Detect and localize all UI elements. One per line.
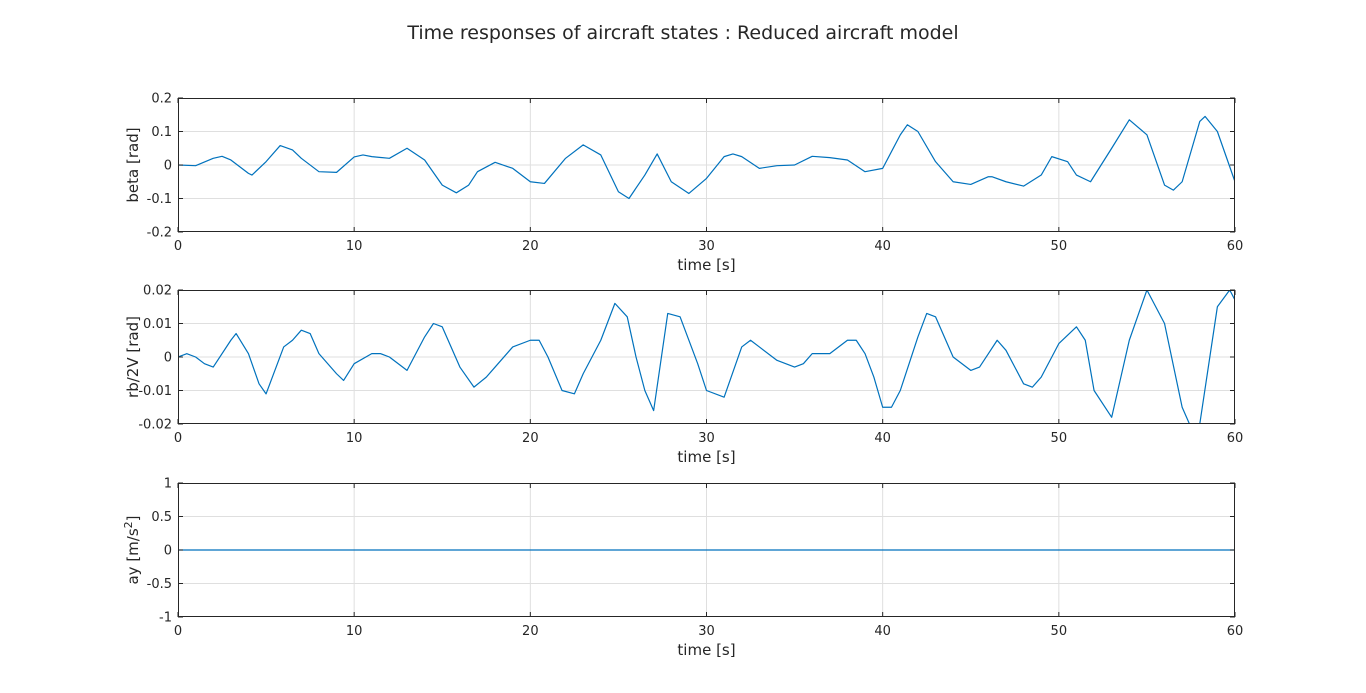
subplot-2: 0 10 20 30 40 50 60 -0.02 -0.01 0 0.01 0.02 time [s]… [124, 284, 1243, 467]
series-line-1 [178, 115, 1235, 200]
x-tick-label: 0 [174, 431, 182, 446]
y-tick-label: 0 [164, 159, 172, 174]
y-tick-label: -0.01 [138, 384, 172, 399]
y-tick-label: -0.02 [138, 418, 172, 433]
x-tick-label: 40 [874, 624, 891, 639]
y-tick-label: -0.1 [147, 192, 172, 207]
x-axis-label: time [s] [677, 448, 735, 466]
y-tick-label: 0.2 [151, 92, 172, 107]
y-tick-label: -0.2 [147, 226, 172, 241]
x-tick-label: 10 [346, 624, 363, 639]
x-tick-label: 50 [1051, 624, 1068, 639]
x-tick-label: 10 [346, 431, 363, 446]
y-tick-label: -0.5 [147, 577, 172, 592]
y-axis-label: beta [rad] [124, 127, 142, 202]
series-line-1 [178, 290, 1235, 424]
x-tick-label: 40 [874, 431, 891, 446]
x-tick-label: 50 [1051, 239, 1068, 254]
x-tick-label: 50 [1051, 431, 1068, 446]
subplot-1: 0 10 20 30 40 50 60 -0.2 -0.1 0 0.1 0.2 time [s] beta… [124, 92, 1243, 275]
figure-title: Time responses of aircraft states : Redu… [407, 22, 959, 44]
y-tick-label: -1 [159, 611, 172, 626]
x-tick-label: 20 [522, 431, 539, 446]
x-tick-label: 0 [174, 624, 182, 639]
x-tick-label: 20 [522, 624, 539, 639]
y-axis-label: rb/2V [rad] [124, 316, 142, 398]
x-axis-label: time [s] [677, 256, 735, 274]
x-tick-label: 60 [1227, 431, 1244, 446]
y-tick-label: 0.02 [143, 284, 172, 299]
y-tick-label: 0.5 [151, 510, 172, 525]
x-tick-label: 40 [874, 239, 891, 254]
y-tick-label: 0 [164, 351, 172, 366]
x-tick-label: 30 [698, 431, 715, 446]
x-tick-label: 30 [698, 239, 715, 254]
y-axis-label: ay [m/s2] [122, 515, 143, 584]
x-tick-label: 20 [522, 239, 539, 254]
x-tick-label: 30 [698, 624, 715, 639]
x-axis-label: time [s] [677, 641, 735, 659]
y-tick-label: 0 [164, 544, 172, 559]
y-tick-label: 0.1 [151, 125, 172, 140]
x-tick-label: 60 [1227, 239, 1244, 254]
x-tick-label: 0 [174, 239, 182, 254]
y-tick-label: 0.01 [143, 317, 172, 332]
subplot-3: 0 10 20 30 40 50 60 -1 -0.5 0 0.5 1 time [s] ay [m/s2… [122, 477, 1244, 660]
y-tick-label: 1 [164, 477, 172, 492]
x-tick-label: 60 [1227, 624, 1244, 639]
x-tick-label: 10 [346, 239, 363, 254]
